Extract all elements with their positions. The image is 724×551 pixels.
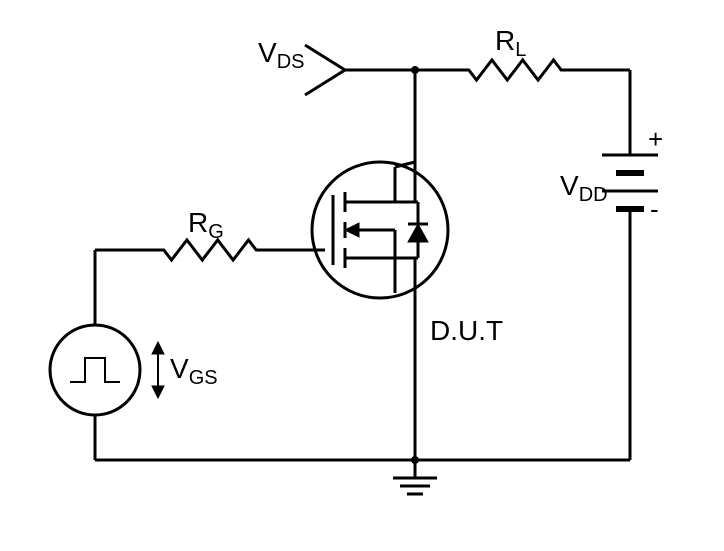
label-dut: D.U.T [430, 315, 503, 346]
label-plus: + [648, 124, 663, 154]
label-rg: RG [188, 207, 224, 243]
label-minus: - [650, 194, 659, 224]
label-vds: VDS [258, 37, 304, 73]
label-vdd: VDD [560, 170, 608, 206]
label-vgs: VGS [170, 353, 218, 389]
label-rl: RL [495, 25, 526, 61]
